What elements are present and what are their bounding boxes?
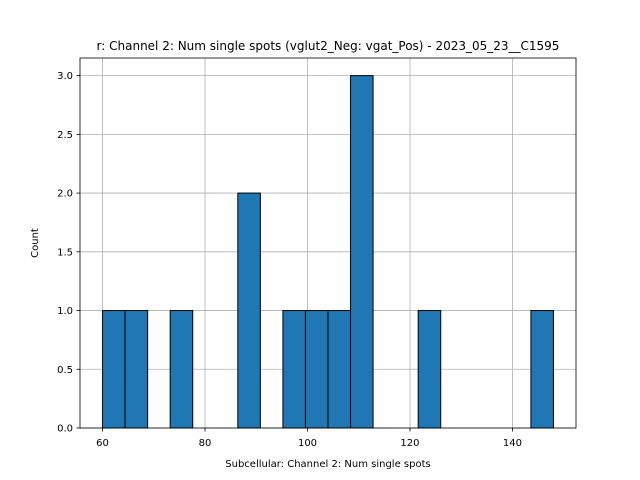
x-tick-label: 140 (503, 438, 522, 449)
x-tick-label: 100 (298, 438, 317, 449)
y-tick-label: 2.5 (57, 130, 73, 141)
histogram-bar (417, 310, 442, 429)
histogram-bar (237, 192, 261, 429)
histogram-bar (530, 310, 554, 429)
axes-frame (79, 57, 577, 429)
y-tick-label: 2.0 (57, 189, 73, 200)
histogram-bars (102, 75, 554, 429)
x-axis-label: Subcellular: Channel 2: Num single spots (225, 459, 430, 470)
y-axis-label: Count (30, 228, 41, 258)
x-tick-label: 120 (400, 438, 419, 449)
y-tick-label: 0.5 (57, 365, 73, 376)
axis-ticks: 60 80 100 120 140 0.0 0.5 1.0 1.5 2.0 2.5 3.0 (57, 71, 522, 449)
chart-title: r: Channel 2: Num single spots (vglut2_N… (97, 39, 560, 53)
histogram-bar (124, 310, 149, 429)
histogram-bar (304, 310, 329, 429)
y-tick-label: 3.0 (57, 71, 73, 82)
histogram-bar (350, 75, 374, 429)
histogram-bar (102, 310, 126, 429)
y-tick-label: 0.0 (57, 424, 73, 435)
y-tick-label: 1.0 (57, 306, 73, 317)
y-tick-label: 1.5 (57, 247, 73, 258)
histogram-bar (169, 310, 194, 429)
x-tick-label: 60 (96, 438, 109, 449)
histogram-bar (327, 310, 352, 429)
x-tick-label: 80 (199, 438, 212, 449)
histogram-bar (282, 310, 306, 429)
